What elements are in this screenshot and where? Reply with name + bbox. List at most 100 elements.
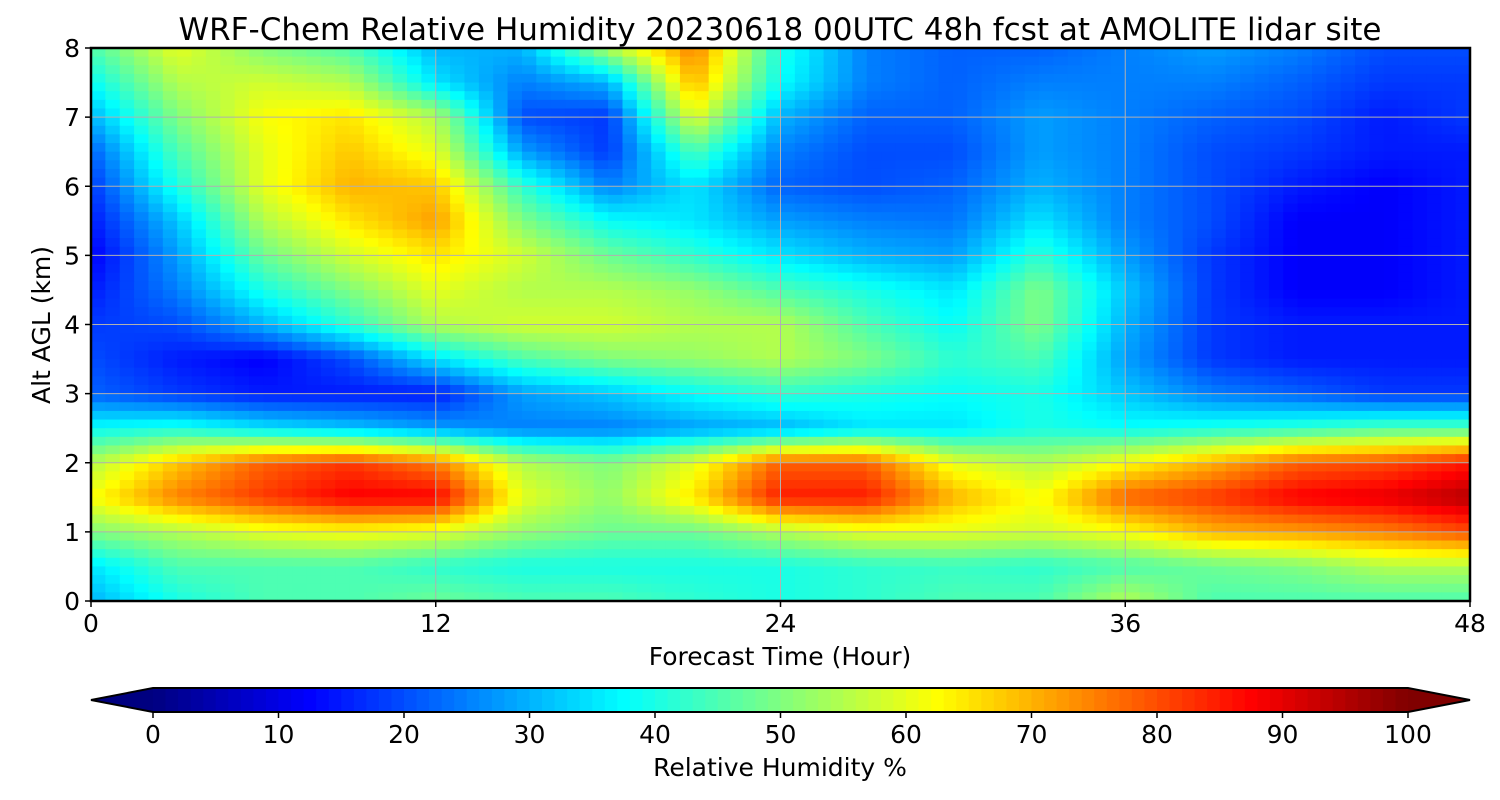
heatmap-cell — [809, 264, 825, 274]
heatmap-cell — [478, 384, 494, 395]
heatmap-cell — [378, 255, 394, 265]
heatmap-cell — [1311, 194, 1327, 205]
heatmap-cell — [1441, 402, 1457, 412]
heatmap-cell — [794, 341, 810, 352]
heatmap-cell — [105, 350, 121, 360]
heatmap-cell — [1110, 108, 1126, 118]
heatmap-cell — [1125, 350, 1141, 360]
heatmap-cell — [1010, 229, 1026, 239]
heatmap-cell — [981, 384, 997, 395]
heatmap-cell — [723, 367, 738, 377]
heatmap-cell — [1441, 480, 1457, 490]
heatmap-cell — [952, 350, 968, 360]
heatmap-cell — [119, 384, 135, 395]
heatmap-cell — [1024, 341, 1040, 352]
heatmap-cell — [766, 419, 782, 429]
heatmap-cell — [837, 376, 853, 386]
heatmap-cell — [593, 212, 609, 222]
heatmap-cell — [1383, 410, 1399, 421]
heatmap-cell — [881, 220, 897, 231]
heatmap-cell — [751, 436, 767, 447]
heatmap-cell — [277, 238, 293, 248]
heatmap-cell — [536, 203, 552, 213]
heatmap-cell — [723, 410, 738, 421]
heatmap-cell — [1311, 82, 1327, 92]
heatmap-cell — [119, 56, 135, 66]
heatmap-cell — [1125, 212, 1141, 222]
heatmap-cell — [1211, 73, 1227, 84]
heatmap-cell — [162, 281, 178, 291]
heatmap-cell — [881, 341, 897, 352]
heatmap-cell — [1398, 91, 1414, 101]
heatmap-cell — [1197, 436, 1213, 447]
heatmap-cell — [1211, 117, 1227, 127]
heatmap-cell — [249, 419, 264, 429]
heatmap-cell — [665, 168, 681, 179]
heatmap-cell — [565, 143, 580, 153]
heatmap-cell — [938, 359, 954, 369]
heatmap-cell — [550, 488, 566, 498]
heatmap-cell — [1383, 445, 1399, 455]
heatmap-cell — [277, 65, 293, 75]
heatmap-cell — [134, 99, 150, 110]
heatmap-cell — [1096, 272, 1112, 282]
heatmap-cell — [335, 203, 351, 213]
heatmap-cell — [679, 324, 695, 334]
heatmap-cell — [1197, 246, 1213, 256]
heatmap-cell — [1355, 229, 1371, 239]
heatmap-cell — [780, 333, 796, 343]
heatmap-cell — [234, 454, 250, 464]
heatmap-cell — [665, 82, 681, 92]
heatmap-cell — [1153, 160, 1169, 170]
heatmap-cell — [1340, 480, 1356, 490]
heatmap-cell — [679, 117, 695, 127]
heatmap-cell — [421, 186, 437, 196]
heatmap-cell — [1355, 359, 1371, 369]
heatmap-cell — [234, 359, 250, 369]
heatmap-cell — [450, 125, 466, 136]
heatmap-cell — [1254, 117, 1270, 127]
heatmap-cell — [622, 272, 638, 282]
heatmap-cell — [119, 497, 135, 507]
heatmap-cell — [794, 212, 810, 222]
heatmap-cell — [507, 471, 523, 481]
heatmap-cell — [177, 281, 193, 291]
heatmap-cell — [1010, 134, 1026, 144]
heatmap-cell — [622, 203, 638, 213]
heatmap-cell — [909, 281, 925, 291]
heatmap-cell — [450, 419, 466, 429]
heatmap-cell — [392, 48, 408, 58]
heatmap-cell — [881, 56, 897, 66]
heatmap-cell — [809, 384, 825, 395]
heatmap-cell — [1067, 384, 1083, 395]
heatmap-cell — [363, 480, 379, 490]
heatmap-cell — [1010, 324, 1026, 334]
heatmap-cell — [1153, 428, 1169, 438]
heatmap-cell — [1110, 445, 1126, 455]
heatmap-cell — [866, 298, 882, 308]
heatmap-cell — [579, 108, 595, 118]
heatmap-cell — [1153, 384, 1169, 395]
heatmap-cell — [134, 177, 150, 187]
heatmap-cell — [1426, 445, 1442, 455]
heatmap-cell — [1039, 462, 1055, 472]
heatmap-cell — [1441, 298, 1457, 308]
heatmap-cell — [1168, 177, 1184, 187]
heatmap-cell — [708, 82, 724, 92]
heatmap-cell — [823, 91, 839, 101]
heatmap-cell — [809, 99, 825, 110]
heatmap-cell — [924, 272, 940, 282]
heatmap-cell — [1283, 168, 1299, 179]
heatmap-cell — [1311, 229, 1327, 239]
heatmap-cell — [392, 281, 408, 291]
heatmap-cell — [895, 108, 911, 118]
heatmap-cell — [1039, 436, 1055, 447]
heatmap-cell — [1182, 341, 1198, 352]
heatmap-cell — [464, 99, 480, 110]
heatmap-cell — [751, 298, 767, 308]
heatmap-cell — [263, 359, 279, 369]
heatmap-cell — [952, 419, 968, 429]
heatmap-cell — [191, 65, 207, 75]
heatmap-cell — [191, 238, 207, 248]
heatmap-cell — [263, 315, 279, 326]
